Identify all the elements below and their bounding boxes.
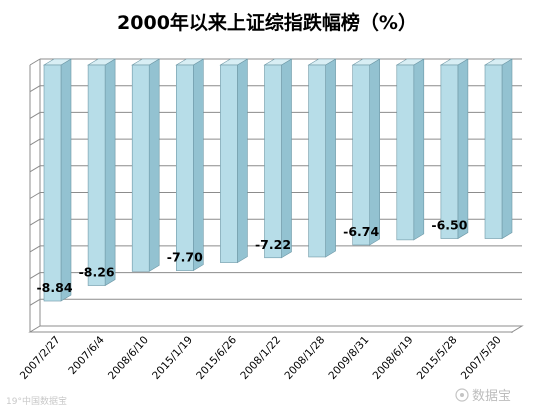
bar-side bbox=[325, 58, 336, 258]
bar bbox=[175, 58, 205, 272]
data-label: -8.84 bbox=[36, 280, 72, 295]
x-tick-label: 2008/6/19 bbox=[371, 334, 416, 382]
x-tick-label: 2015/1/19 bbox=[150, 334, 195, 382]
data-label: -6.74 bbox=[343, 224, 379, 239]
bar bbox=[131, 58, 161, 272]
watermark: 19°中国数据宝 数据宝 bbox=[6, 388, 511, 407]
bar bbox=[307, 58, 337, 258]
bar-front bbox=[308, 64, 326, 258]
bar-front bbox=[264, 64, 282, 259]
data-label: -6.50 bbox=[431, 218, 467, 233]
gridline-side bbox=[29, 298, 41, 306]
bar-front bbox=[440, 64, 459, 239]
bar-side bbox=[413, 58, 425, 241]
bar-front bbox=[352, 64, 371, 246]
gridline-side bbox=[29, 58, 41, 66]
x-tick-label: 2007/5/30 bbox=[459, 334, 504, 382]
bar-side bbox=[369, 58, 381, 246]
bar bbox=[439, 58, 469, 240]
floor bbox=[28, 325, 524, 333]
gridline-side bbox=[29, 272, 41, 280]
gridline-side bbox=[29, 245, 41, 253]
watermark-left: 19°中国数据宝 bbox=[6, 395, 67, 407]
gridline-side bbox=[29, 165, 41, 173]
watermark-logo-icon bbox=[455, 388, 469, 402]
x-tick-label: 2015/6/26 bbox=[194, 334, 239, 382]
gridline-side bbox=[29, 192, 41, 199]
bar-side bbox=[457, 58, 469, 240]
bar bbox=[87, 58, 117, 287]
x-tick-label: 2015/5/28 bbox=[415, 334, 460, 382]
x-tick-label: 2007/2/27 bbox=[18, 334, 63, 382]
gridline-side bbox=[29, 218, 41, 226]
bar-side bbox=[193, 58, 204, 272]
bar-front bbox=[176, 64, 194, 271]
bar-series bbox=[42, 58, 514, 302]
x-tick-label: 2008/1/28 bbox=[282, 334, 327, 382]
gridline-side bbox=[29, 85, 41, 93]
data-label: -7.70 bbox=[167, 250, 203, 265]
bar-side bbox=[501, 58, 513, 240]
bar bbox=[42, 58, 73, 302]
bar-front bbox=[484, 64, 503, 239]
x-tick-label: 2007/6/4 bbox=[66, 334, 107, 377]
data-label: -8.26 bbox=[79, 265, 115, 280]
bar bbox=[483, 58, 514, 240]
bar-side bbox=[60, 58, 72, 302]
bar-front bbox=[87, 64, 106, 286]
bar bbox=[351, 58, 381, 246]
bar-front bbox=[43, 64, 62, 302]
gridline-side bbox=[29, 111, 41, 119]
gridline-side bbox=[29, 138, 41, 146]
bar bbox=[395, 58, 425, 241]
bar-front bbox=[396, 64, 415, 241]
bar-side bbox=[281, 58, 292, 259]
x-tick-label: 2009/8/31 bbox=[326, 334, 371, 382]
data-label: -7.22 bbox=[255, 237, 291, 252]
x-tick-label: 2008/1/22 bbox=[238, 334, 283, 382]
data-labels: -8.84 -8.26 -7.70 -7.22 -6.74 -6.50 bbox=[36, 218, 467, 295]
x-tick-label: 2008/6/10 bbox=[106, 334, 151, 382]
watermark-right: 数据宝 bbox=[472, 389, 511, 404]
bar-side bbox=[237, 58, 248, 264]
bar-side bbox=[104, 58, 116, 287]
chart-title: 2000年以来上证综指跌幅榜（%） bbox=[117, 11, 417, 34]
bar-front bbox=[220, 64, 238, 263]
x-axis-tick-labels: 2007/2/27 2007/6/4 2008/6/10 2015/1/19 2015/… bbox=[18, 334, 504, 382]
bar bbox=[263, 58, 293, 259]
bar-side bbox=[148, 58, 160, 272]
bar bbox=[219, 58, 249, 264]
bar-front bbox=[131, 64, 150, 272]
